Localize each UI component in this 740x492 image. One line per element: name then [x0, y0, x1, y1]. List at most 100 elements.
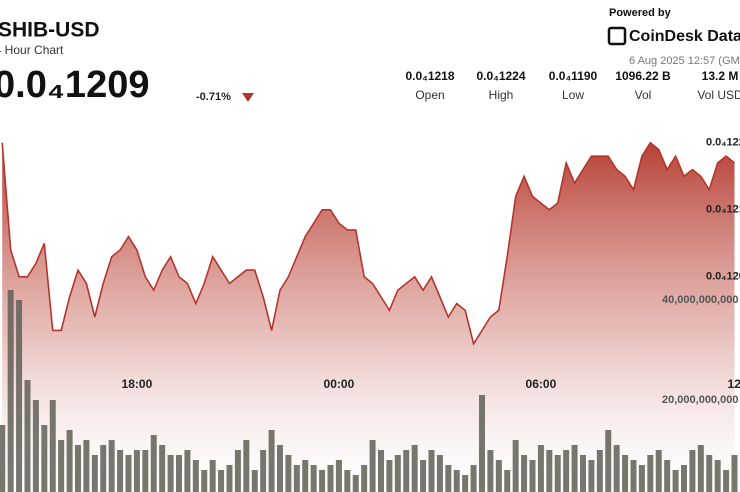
volume-bar — [596, 450, 603, 492]
volume-bar — [209, 460, 216, 492]
price-line — [1, 141, 735, 346]
volume-bar — [529, 460, 536, 492]
volume-bar — [327, 465, 334, 492]
volume-bar — [16, 300, 23, 492]
volume-bar — [478, 395, 485, 492]
volume-bar — [613, 445, 620, 492]
volume-bar — [638, 465, 645, 492]
x-tick-label: 18:00 — [122, 377, 153, 391]
volume-bar — [302, 460, 309, 492]
brand-logo-inner — [613, 32, 621, 40]
stat-label: Open — [415, 88, 444, 102]
volume-bar — [563, 450, 570, 492]
volume-bar — [352, 475, 359, 492]
brand-logo — [607, 26, 627, 46]
volume-bar — [647, 455, 654, 492]
volume-bar — [411, 445, 418, 492]
volume-bar — [226, 465, 233, 492]
volume-bar — [436, 455, 443, 492]
volume-bar — [361, 465, 368, 492]
volume-bar — [521, 455, 528, 492]
y-tick-label: 0.0₄1210 — [706, 204, 740, 216]
volume-bar — [630, 460, 637, 492]
price: 0.0₄1209 — [0, 64, 149, 106]
volume-bar — [512, 440, 519, 492]
volume-bar — [697, 445, 704, 492]
volume-bar — [175, 455, 182, 492]
y2-tick-label: 20,000,000,000 — [662, 394, 738, 406]
y-tick-label: 0.0₄1220 — [706, 137, 740, 149]
volume-bar — [664, 460, 671, 492]
stat-label: Low — [562, 88, 584, 102]
volume-bar — [335, 460, 342, 492]
volume-bar — [218, 470, 225, 492]
volume-bar — [125, 455, 132, 492]
volume-bar — [24, 380, 31, 492]
volume-bar — [276, 445, 283, 492]
volume-bar — [108, 440, 115, 492]
volume-bar — [537, 445, 544, 492]
volume-bar — [369, 440, 376, 492]
volume-bar — [571, 445, 578, 492]
volume-bar — [260, 450, 267, 492]
volume-bar — [605, 430, 612, 492]
volume-bar — [100, 445, 107, 492]
y-tick-label: 0.0₄1200 — [706, 271, 740, 283]
volume-bar — [714, 460, 721, 492]
volume-bar — [546, 450, 553, 492]
volume-bar — [83, 440, 90, 492]
stat-label: High — [489, 88, 514, 102]
volume-bar — [167, 455, 174, 492]
volume-bar — [655, 450, 662, 492]
y2-tick-label: 40,000,000,000 — [662, 294, 738, 306]
title: SHIB-USD — [0, 19, 100, 42]
volume-bar — [74, 445, 81, 492]
volume-bar — [243, 440, 250, 492]
volume-bar — [285, 455, 292, 492]
volume-bar — [680, 465, 687, 492]
volume-bar — [201, 470, 208, 492]
stat-value: 1096.22 B — [615, 69, 671, 83]
volume-bar — [377, 450, 384, 492]
volume-bar — [293, 465, 300, 492]
stat-value: 0.0₄1190 — [549, 69, 598, 83]
volume-bar — [192, 460, 199, 492]
volume-bar — [0, 425, 6, 492]
volume-bar — [420, 460, 427, 492]
volume-bar — [554, 455, 561, 492]
volume-bar — [495, 460, 502, 492]
volume-bar — [159, 445, 166, 492]
stat-label: Vol — [635, 88, 652, 102]
volume-bar — [470, 465, 477, 492]
volume-bar — [234, 450, 241, 492]
volume-bar — [310, 465, 317, 492]
stat-label: Vol USD — [697, 88, 740, 102]
brand: CoinDesk Data — [629, 28, 740, 45]
volume-bar — [588, 460, 595, 492]
volume-bar — [403, 450, 410, 492]
volume-bar — [133, 450, 140, 492]
volume-bar — [319, 470, 326, 492]
volume-bar — [49, 400, 56, 492]
volume-bar — [117, 450, 124, 492]
volume-bar — [344, 470, 351, 492]
volume-bar — [150, 435, 157, 492]
change: -0.71% — [196, 91, 231, 103]
down-arrow — [242, 93, 254, 102]
volume-bar — [32, 400, 39, 492]
volume-bar — [184, 450, 191, 492]
volume-bar — [487, 450, 494, 492]
volume-bar — [386, 460, 393, 492]
volume-bar — [689, 450, 696, 492]
powered-by: Powered by — [609, 7, 672, 19]
stat-value: 0.0₄1224 — [476, 69, 525, 83]
volume-bar — [394, 455, 401, 492]
volume-bar — [453, 470, 460, 492]
volume-bar — [428, 450, 435, 492]
volume-bar — [672, 470, 679, 492]
volume-bar — [142, 450, 149, 492]
volume-bar — [91, 455, 98, 492]
x-tick-label: 00:00 — [324, 377, 355, 391]
volume-bar — [579, 455, 586, 492]
